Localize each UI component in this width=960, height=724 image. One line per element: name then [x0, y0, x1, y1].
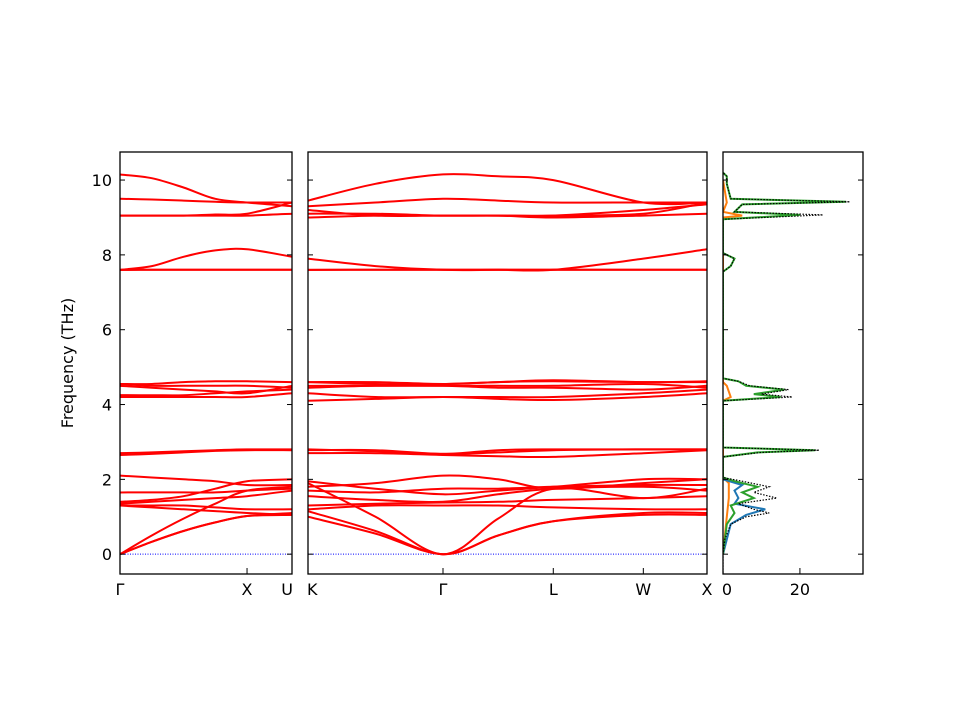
x-tick-label: L: [549, 580, 558, 599]
x-tick-label: Γ: [116, 580, 125, 599]
band-1: [308, 511, 707, 554]
y-tick-label: 0: [102, 545, 112, 564]
y-tick-label: 10: [92, 171, 112, 190]
y-tick-label: 8: [102, 246, 112, 265]
dos-green: [723, 173, 846, 555]
band-14: [120, 381, 292, 384]
y-tick-label: 4: [102, 396, 112, 415]
band-1: [120, 513, 292, 554]
band-4: [308, 496, 707, 505]
x-tick-label: X: [702, 580, 713, 599]
dos-total: [723, 173, 850, 573]
y-tick-label: 6: [102, 321, 112, 340]
band-10: [120, 449, 292, 453]
band-panel-1: Γ X U 0 2 4 6 8 10: [92, 152, 293, 599]
y-tick-label: 2: [102, 470, 112, 489]
x-tick-label: X: [242, 580, 253, 599]
x-tick-label: W: [635, 580, 651, 599]
x-tick-label: K: [307, 580, 318, 599]
band-18: [120, 249, 292, 270]
band-25: [308, 174, 707, 204]
band-0: [308, 514, 707, 554]
x-tick-label: Γ: [439, 580, 448, 599]
dos-panel: 0 20: [722, 152, 863, 599]
band-21: [120, 199, 292, 203]
y-axis-label: Frequency (THz): [58, 298, 77, 428]
x-tick-label: 0: [722, 580, 732, 599]
band-3: [308, 505, 707, 509]
x-tick-label: 20: [790, 580, 810, 599]
x-tick-label: U: [281, 580, 293, 599]
band-20: [308, 249, 707, 270]
band-0: [120, 515, 292, 554]
